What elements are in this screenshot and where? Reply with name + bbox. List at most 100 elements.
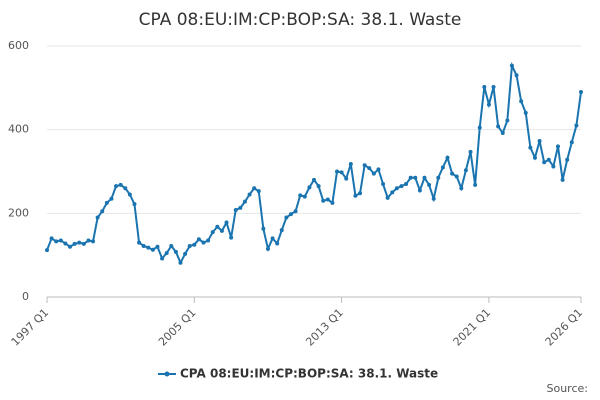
data-point (491, 84, 496, 89)
data-point (201, 240, 206, 245)
data-point (427, 182, 432, 187)
data-point (58, 238, 63, 243)
chart-title: CPA 08:EU:IM:CP:BOP:SA: 38.1. Waste (139, 10, 462, 30)
source: Source: (547, 382, 589, 395)
data-point (505, 118, 510, 123)
data-point (123, 186, 128, 191)
data-point (178, 260, 183, 265)
legend-label: CPA 08:EU:IM:CP:BOP:SA: 38.1. Waste (180, 367, 438, 381)
data-point (509, 63, 514, 68)
data-point (565, 157, 570, 162)
data-point (371, 171, 376, 176)
data-point (270, 236, 275, 241)
data-point (399, 184, 404, 189)
data-point (288, 212, 293, 217)
data-point (256, 189, 261, 194)
y-tick-label: 600 (8, 39, 29, 52)
data-point (454, 174, 459, 179)
data-point (275, 241, 280, 246)
data-point (353, 193, 358, 198)
data-point (528, 145, 533, 150)
data-point (532, 155, 537, 160)
data-point (132, 202, 137, 207)
data-point (81, 241, 86, 246)
data-point (183, 251, 188, 256)
data-point (358, 191, 363, 196)
data-point (298, 193, 303, 198)
data-point (417, 188, 422, 193)
data-point (390, 190, 395, 195)
data-point (77, 240, 82, 245)
data-point (335, 169, 340, 174)
data-point (242, 199, 247, 204)
data-point (146, 245, 151, 250)
data-point (160, 256, 165, 261)
data-point (100, 209, 105, 214)
data-point (45, 248, 49, 253)
data-point (431, 196, 436, 201)
x-tick-label: 2013 Q1 (303, 306, 346, 349)
y-tick-label: 0 (22, 290, 29, 303)
data-point (436, 175, 441, 180)
data-point (344, 176, 349, 181)
data-point (555, 144, 560, 149)
data-point (376, 167, 381, 172)
x-tick-label: 2005 Q1 (156, 306, 199, 349)
data-point (422, 175, 427, 180)
data-point (394, 186, 399, 191)
data-point (169, 243, 174, 248)
data-point (468, 149, 473, 154)
data-point (155, 244, 160, 249)
data-point (482, 84, 487, 89)
series-line (46, 61, 582, 266)
data-point (325, 197, 330, 202)
data-point (164, 251, 169, 256)
data-point (215, 224, 220, 229)
data-point (206, 238, 211, 243)
data-point (233, 207, 238, 212)
data-point (118, 182, 123, 187)
data-point (312, 177, 316, 182)
data-point (247, 192, 252, 197)
data-point (68, 244, 73, 249)
data-point (95, 215, 100, 220)
data-point (261, 226, 266, 231)
y-tick-label: 200 (8, 206, 29, 219)
data-point (523, 110, 528, 115)
data-point (546, 157, 551, 162)
data-point (224, 220, 229, 225)
data-point (127, 192, 132, 197)
data-point (408, 175, 413, 180)
data-point (91, 239, 96, 244)
data-point (279, 228, 284, 233)
data-point (187, 243, 192, 248)
data-point (579, 90, 583, 95)
legend-marker (164, 371, 170, 377)
data-point (284, 215, 289, 220)
data-point (362, 163, 367, 168)
data-point (238, 205, 243, 210)
data-point (63, 241, 68, 246)
data-point (367, 166, 372, 171)
data-point (486, 102, 491, 107)
data-point (196, 237, 201, 242)
data-point (404, 182, 409, 187)
data-point (560, 177, 565, 182)
data-point (385, 195, 390, 200)
data-point (54, 239, 59, 244)
data-point (496, 124, 501, 129)
x-tick-label: 2026 Q1 (543, 306, 586, 349)
data-point (574, 123, 579, 128)
data-point (114, 184, 119, 189)
data-point (514, 73, 519, 78)
data-point (330, 200, 335, 205)
data-point (302, 194, 307, 199)
data-point (219, 228, 224, 233)
data-point (477, 125, 482, 130)
x-tick-label: 1997 Q1 (9, 306, 52, 349)
data-point (321, 198, 326, 203)
data-point (141, 243, 146, 248)
data-point (519, 99, 524, 104)
data-point (137, 240, 142, 245)
data-point (72, 241, 77, 246)
